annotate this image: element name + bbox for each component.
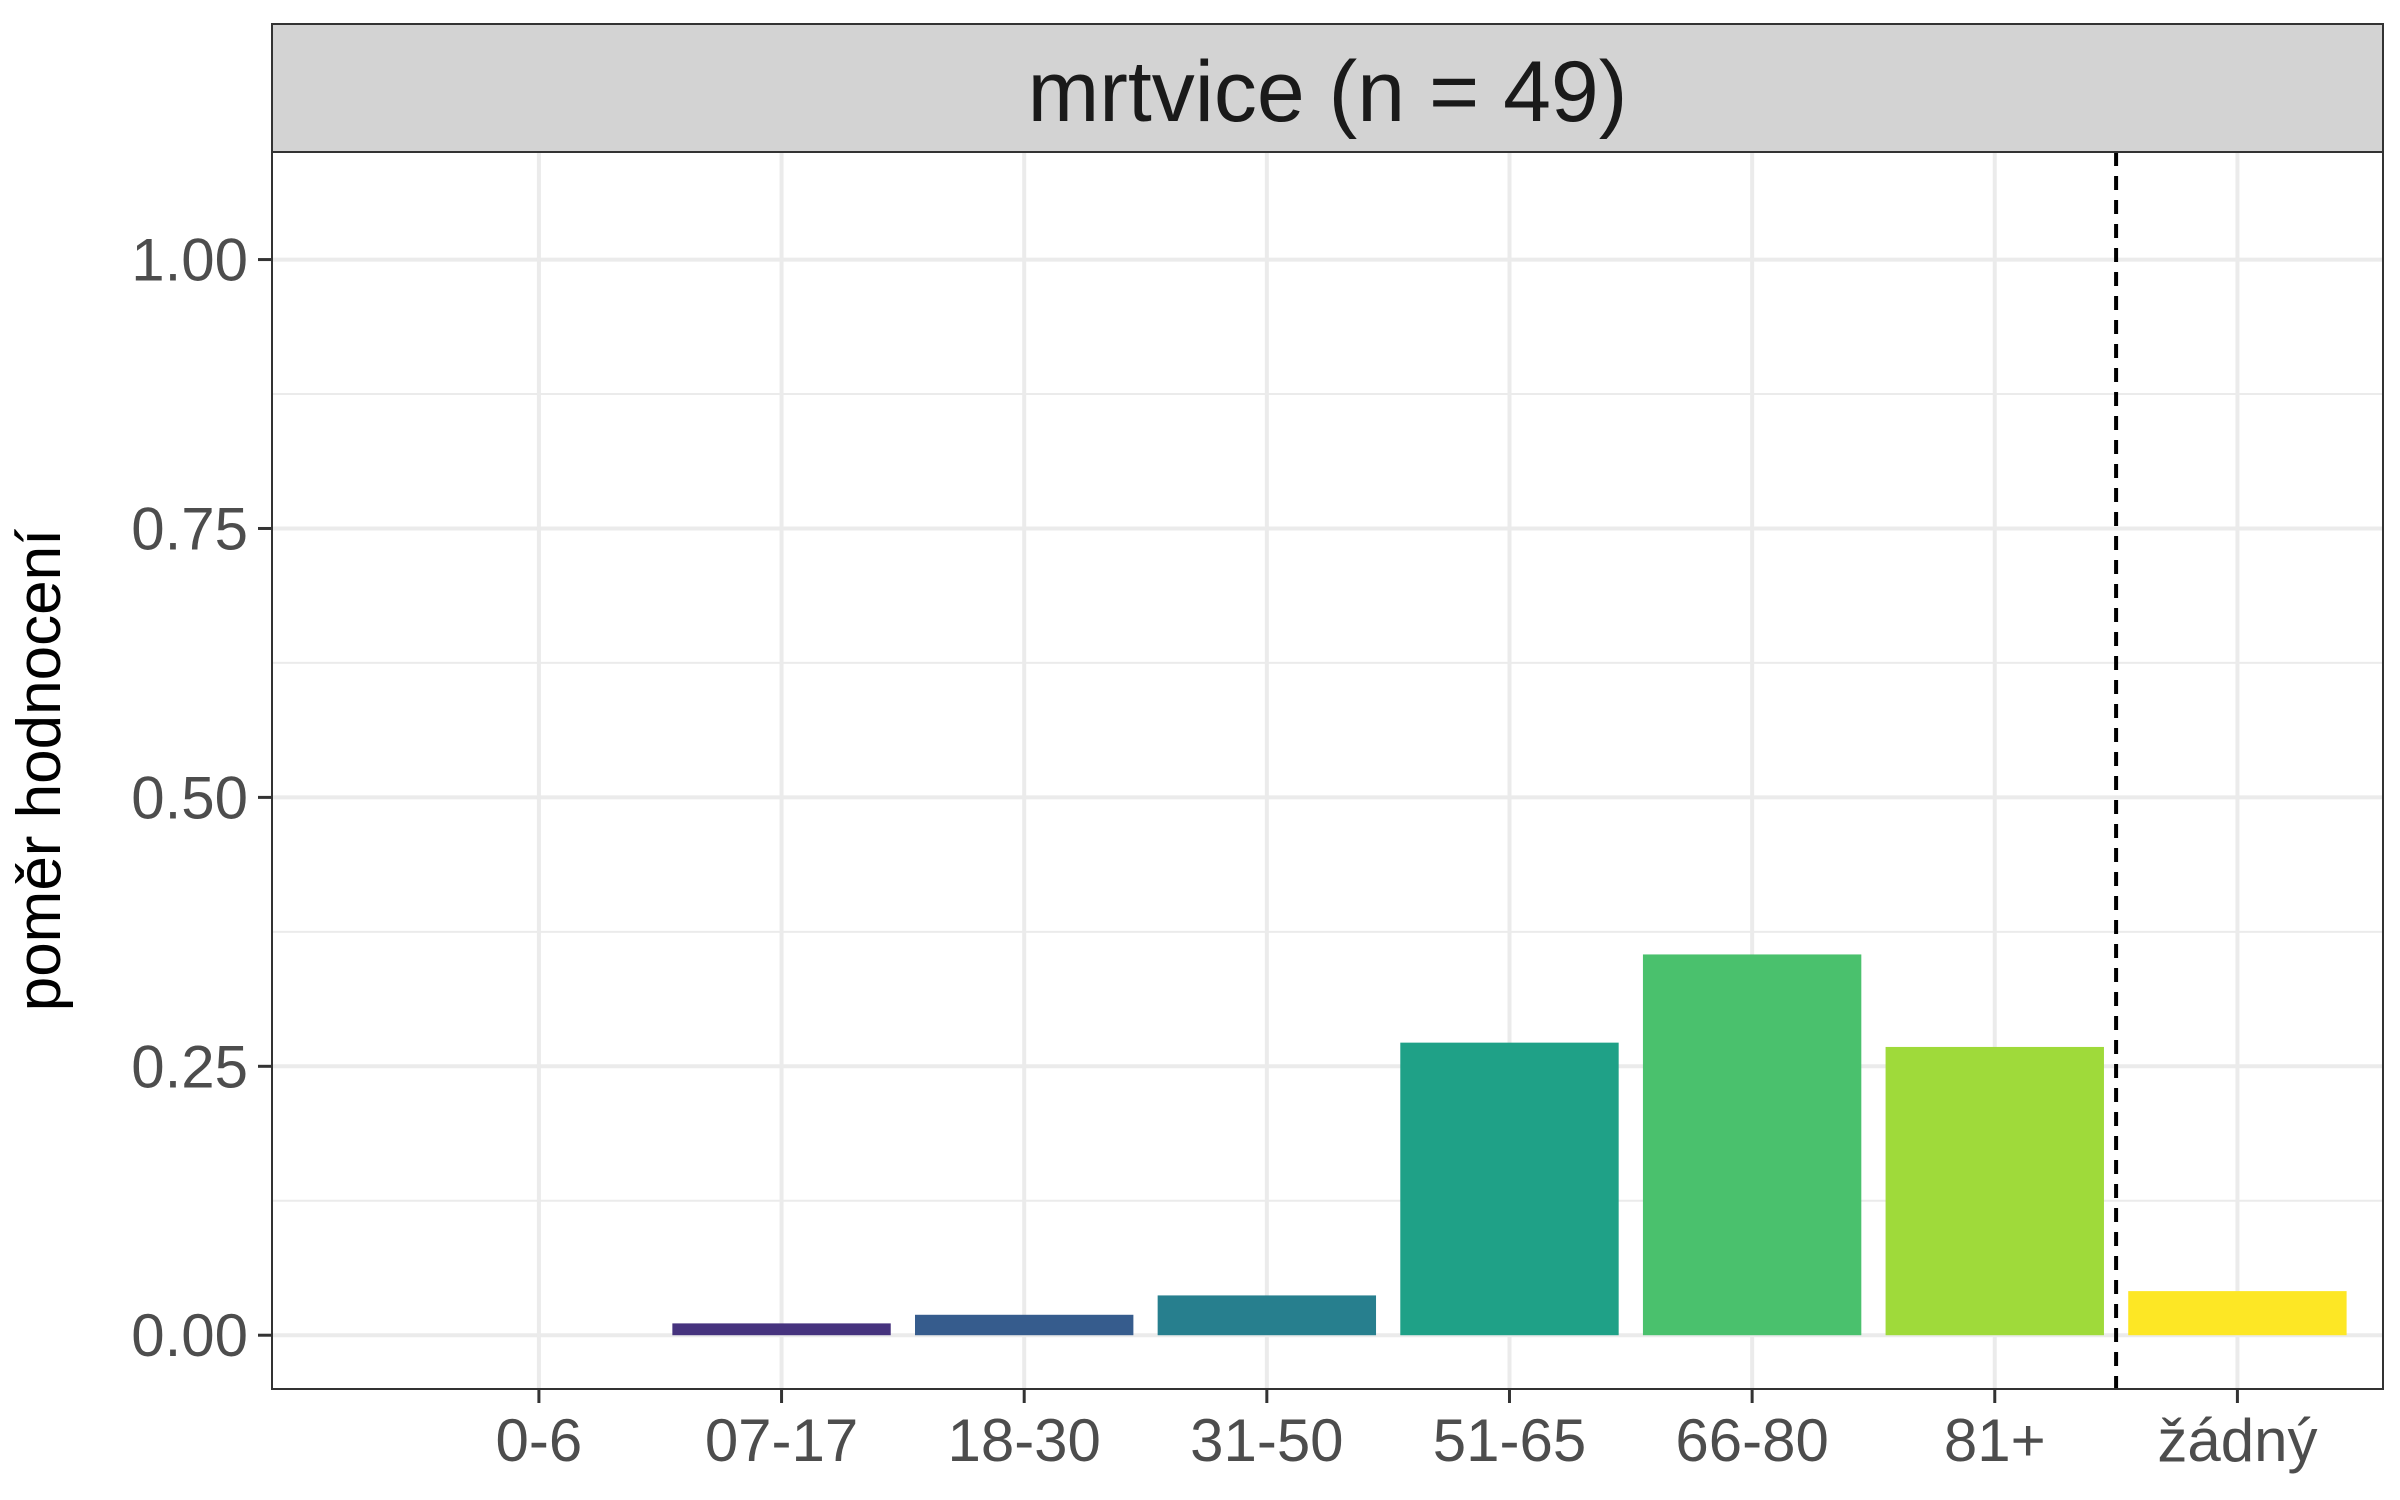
bar-07-17 bbox=[672, 1323, 891, 1336]
x-tick-label: 51-65 bbox=[1433, 1407, 1586, 1474]
bar-51-65 bbox=[1400, 1042, 1619, 1336]
x-tick-label: 0-6 bbox=[496, 1407, 583, 1474]
y-tick-label: 0.25 bbox=[131, 1033, 248, 1100]
x-axis: 0-6 07-17 18-30 31-50 51-65 66-80 81+ žádný bbox=[496, 1389, 2317, 1474]
strip-background bbox=[271, 23, 2384, 153]
y-axis-title: poměr hodnocení bbox=[5, 529, 74, 1012]
grid-major bbox=[272, 152, 2383, 1389]
bar-31-50 bbox=[1157, 1295, 1377, 1336]
x-tick-label: 18-30 bbox=[947, 1407, 1100, 1474]
y-tick-label: 1.00 bbox=[131, 227, 248, 294]
x-tick-label: 81+ bbox=[1944, 1407, 2046, 1474]
bar-18-30 bbox=[915, 1314, 1134, 1336]
x-tick-label: 31-50 bbox=[1190, 1407, 1343, 1474]
bar-žádný bbox=[2128, 1291, 2347, 1336]
y-tick-label: 0.50 bbox=[131, 764, 248, 831]
bar-66-80 bbox=[1642, 954, 1862, 1336]
x-tick-label: 66-80 bbox=[1675, 1407, 1828, 1474]
y-axis: 0.00 0.25 0.50 0.75 1.00 bbox=[131, 227, 272, 1369]
x-tick-label: žádný bbox=[2157, 1407, 2317, 1474]
x-tick-label: 07-17 bbox=[705, 1407, 858, 1474]
bar-81+ bbox=[1885, 1046, 2104, 1336]
chart-title: mrtvice (n = 49) bbox=[1028, 44, 1628, 140]
y-tick-label: 0.00 bbox=[131, 1302, 248, 1369]
y-tick-label: 0.75 bbox=[131, 495, 248, 562]
bars bbox=[672, 954, 2347, 1336]
